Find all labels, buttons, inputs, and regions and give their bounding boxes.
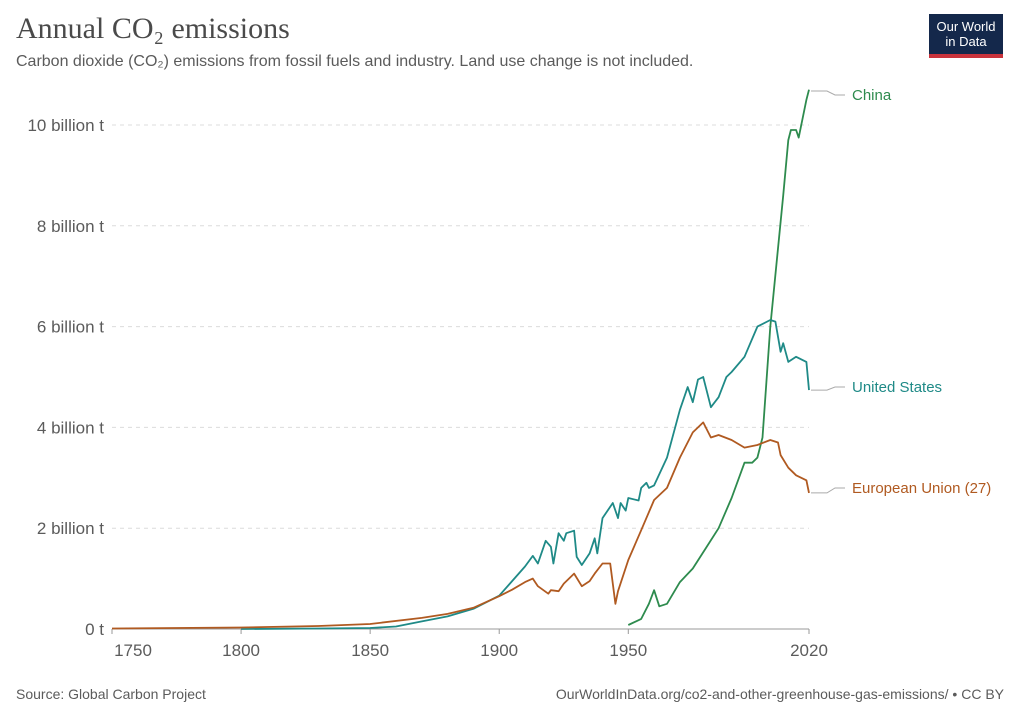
x-tick-label: 1800 [222,641,260,660]
chart-subtitle: Carbon dioxide (CO₂) emissions from foss… [16,53,694,70]
chart-title: Annual CO₂ emissions [16,12,290,45]
owid-logo[interactable]: Our World in Data [929,14,1003,58]
y-tick-label: 4 billion t [37,418,104,437]
series-line-united-states [241,319,810,630]
series-line-china [627,89,810,626]
leader-line [811,386,845,391]
source-url[interactable]: OurWorldInData.org/co2-and-other-greenho… [555,686,1004,702]
x-tick-label: 1750 [114,641,152,660]
series-label: European Union (27) [852,480,991,497]
y-tick-label: 0 t [85,620,104,639]
x-tick-label: 1900 [480,641,518,660]
leader-line [811,90,845,96]
x-tick-label: 1950 [609,641,647,660]
y-tick-label: 2 billion t [37,519,104,538]
x-tick-label: 1850 [351,641,389,660]
y-tick-label: 10 billion t [27,116,104,135]
source-note: Source: Global Carbon Project [16,686,206,702]
series-label: United States [852,379,942,396]
series-line-european-union-27- [111,421,810,630]
y-tick-label: 8 billion t [37,217,104,236]
leader-line [811,487,845,494]
x-tick-label: 2020 [790,641,828,660]
logo-line1: Our World [936,19,996,34]
series-label: China [852,87,892,104]
y-tick-label: 6 billion t [37,318,104,337]
logo-line2: in Data [945,34,987,49]
